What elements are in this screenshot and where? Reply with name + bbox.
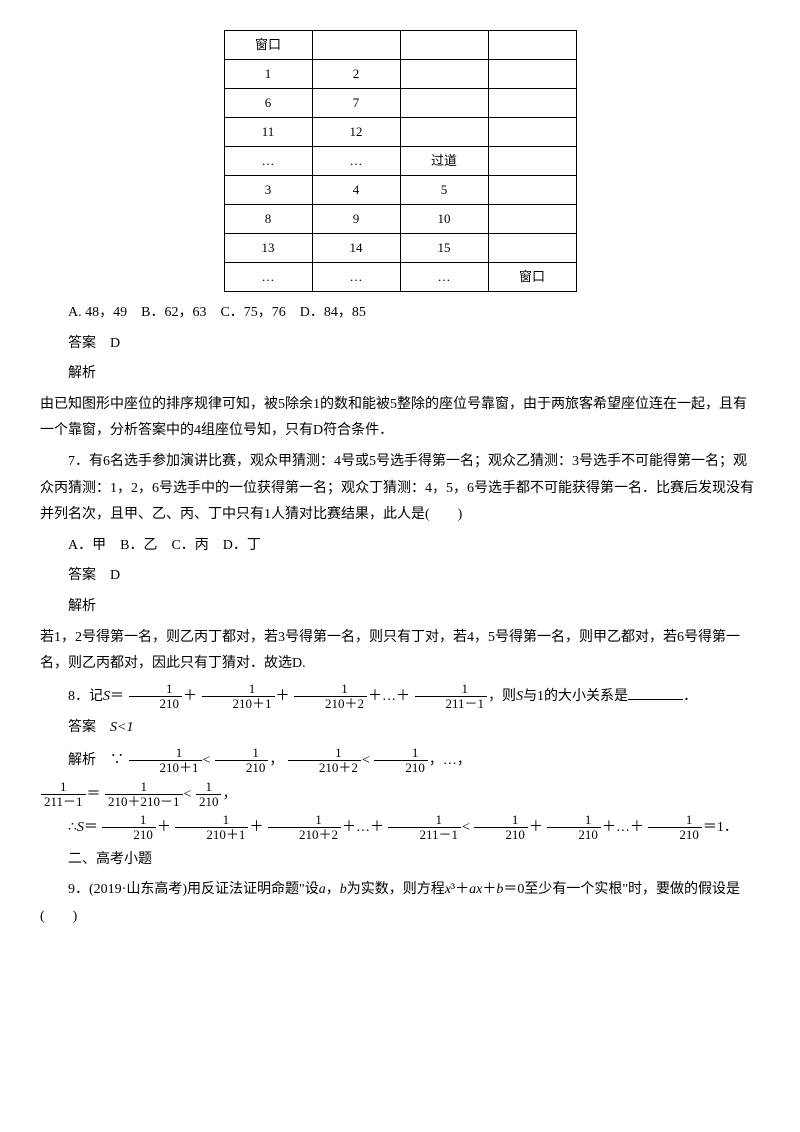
q9-stem: 9．(2019·山东高考)用反证法证明命题"设a，b为实数，则方程x³＋ax＋b… — [40, 877, 760, 930]
table-cell: 7 — [312, 89, 400, 118]
q6-answer: 答案 D — [40, 331, 760, 358]
q8-answer: 答案 S<1 — [40, 715, 760, 742]
table-cell: 13 — [224, 234, 312, 263]
blank-input[interactable] — [628, 685, 683, 700]
table-cell: 14 — [312, 234, 400, 263]
table-cell — [312, 31, 400, 60]
table-cell: 12 — [312, 118, 400, 147]
q8-analysis-1: 解析 ∵ 1210＋1< 1210， 1210＋2< 1210，…， — [40, 746, 760, 776]
table-cell: 1 — [224, 60, 312, 89]
table-cell: 11 — [224, 118, 312, 147]
q6-analysis: 由已知图形中座位的排序规律可知，被5除余1的数和能被5整除的座位号靠窗，由于两旅… — [40, 392, 760, 445]
table-cell — [488, 205, 576, 234]
table-cell — [488, 234, 576, 263]
table-cell: 6 — [224, 89, 312, 118]
table-cell: 3 — [224, 176, 312, 205]
table-cell: 过道 — [400, 147, 488, 176]
table-cell — [400, 60, 488, 89]
q8-stem: 8．记S＝ 1210＋ 1210＋1＋ 1210＋2＋…＋ 1211－1，则S与… — [40, 682, 760, 712]
table-cell — [400, 31, 488, 60]
section-2: 二、高考小题 — [40, 847, 760, 874]
table-cell — [488, 89, 576, 118]
q7-analysis-label: 解析 — [40, 594, 760, 621]
table-cell — [400, 89, 488, 118]
q6-options: A. 48，49 B．62，63 C．75，76 D．84，85 — [40, 300, 760, 327]
table-cell: 2 — [312, 60, 400, 89]
table-cell: … — [400, 263, 488, 292]
table-cell: 10 — [400, 205, 488, 234]
table-cell — [488, 31, 576, 60]
q7-options: A．甲 B．乙 C．丙 D．丁 — [40, 533, 760, 560]
table-cell — [488, 176, 576, 205]
q7-stem: 7．有6名选手参加演讲比赛，观众甲猜测：4号或5号选手得第一名；观众乙猜测：3号… — [40, 449, 760, 529]
table-cell: … — [224, 263, 312, 292]
table-cell: 窗口 — [488, 263, 576, 292]
q7-analysis: 若1，2号得第一名，则乙丙丁都对，若3号得第一名，则只有丁对，若4，5号得第一名… — [40, 625, 760, 678]
table-cell: … — [312, 147, 400, 176]
table-cell — [400, 118, 488, 147]
table-cell: 9 — [312, 205, 400, 234]
table-cell: 5 — [400, 176, 488, 205]
table-cell: … — [312, 263, 400, 292]
seat-table: 窗口12671112……过道3458910131415………窗口 — [224, 30, 577, 292]
q8-analysis-2: 1211－1＝ 1210＋210－1< 1210， — [40, 780, 760, 810]
q6-analysis-label: 解析 — [40, 361, 760, 388]
table-cell: 窗口 — [224, 31, 312, 60]
table-cell — [488, 118, 576, 147]
table-cell — [488, 147, 576, 176]
table-cell: 4 — [312, 176, 400, 205]
q8-analysis-3: ∴S＝ 1210＋ 1210＋1＋ 1210＋2＋…＋ 1211－1< 1210… — [40, 813, 760, 843]
table-cell: 15 — [400, 234, 488, 263]
table-cell — [488, 60, 576, 89]
table-cell: 8 — [224, 205, 312, 234]
q7-answer: 答案 D — [40, 563, 760, 590]
table-cell: … — [224, 147, 312, 176]
